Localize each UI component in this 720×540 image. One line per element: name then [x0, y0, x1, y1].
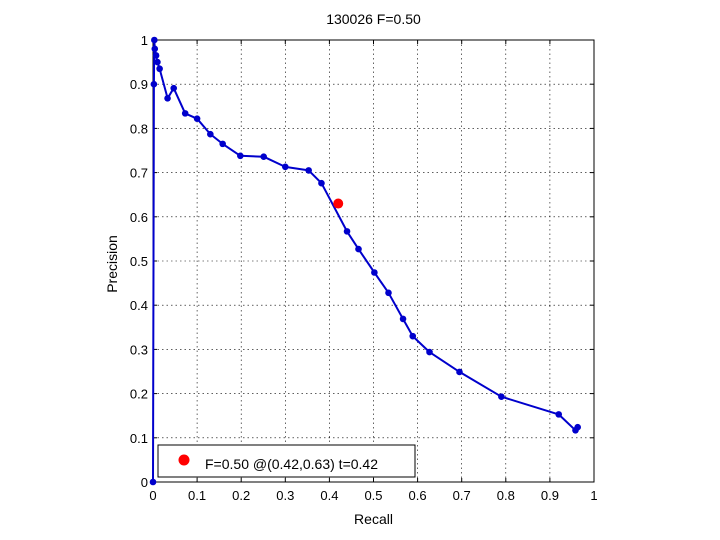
- x-tick-label: 0.8: [497, 488, 515, 503]
- legend-marker: [178, 454, 190, 466]
- data-point: [152, 52, 160, 59]
- y-tick-label: 0.6: [130, 210, 148, 225]
- highlight-layer: [333, 198, 344, 209]
- series-layer: [149, 36, 581, 486]
- x-tick-label: 0.3: [276, 488, 294, 503]
- data-point: [260, 153, 267, 160]
- legend-box: [157, 444, 416, 478]
- y-tick-label: 0.4: [130, 298, 148, 313]
- data-point: [555, 411, 563, 418]
- y-tick-label: 0.1: [130, 431, 148, 446]
- data-point: [385, 289, 392, 297]
- legend: F=0.50 @(0.42,0.63) t=0.42: [157, 444, 416, 478]
- chart-title: 130026 F=0.50: [326, 11, 421, 27]
- y-tick-label: 0.7: [130, 166, 148, 181]
- data-point: [498, 393, 505, 400]
- data-point: [456, 368, 463, 376]
- data-point: [343, 228, 351, 235]
- y-tick-label: 0.9: [130, 77, 148, 92]
- data-point: [409, 332, 417, 340]
- y-tick-label: 0.3: [130, 342, 148, 357]
- y-tick-label: 1: [141, 33, 148, 48]
- x-tick-label: 0.4: [320, 488, 338, 503]
- x-tick-labels: 0 0.1 0.2 0.3 0.4 0.5 0.6 0.7 0.8 0.9 1: [149, 488, 597, 503]
- data-point: [572, 426, 579, 434]
- data-point: [219, 140, 226, 148]
- data-point: [371, 269, 378, 276]
- data-point: [399, 315, 407, 323]
- best-f-point: [333, 198, 344, 209]
- data-point: [154, 58, 161, 66]
- data-point: [151, 45, 159, 53]
- y-tick-labels: 0 0.1 0.2 0.3 0.4 0.5 0.6 0.7 0.8 0.9 1: [130, 33, 148, 490]
- data-point: [207, 130, 214, 138]
- legend-label: F=0.50 @(0.42,0.63) t=0.42: [205, 456, 378, 472]
- data-point: [282, 163, 289, 171]
- data-point: [156, 65, 163, 73]
- x-tick-label: 0.7: [453, 488, 471, 503]
- x-tick-label: 0.5: [364, 488, 382, 503]
- x-tick-label: 0.2: [232, 488, 250, 503]
- data-point: [426, 348, 433, 356]
- data-point: [237, 152, 244, 160]
- data-point: [170, 84, 178, 92]
- x-tick-label: 0.1: [188, 488, 206, 503]
- grid-lines: [153, 40, 594, 482]
- data-point: [150, 80, 158, 88]
- y-tick-label: 0: [141, 475, 148, 490]
- x-tick-label: 0.9: [541, 488, 559, 503]
- x-tick-label: 0: [149, 488, 156, 503]
- y-tick-label: 0.5: [130, 254, 148, 269]
- y-tick-label: 0.8: [130, 121, 148, 136]
- data-point: [318, 179, 325, 187]
- data-point: [305, 167, 312, 174]
- data-point: [193, 115, 201, 122]
- data-point: [149, 478, 157, 486]
- x-axis-label: Recall: [354, 511, 393, 527]
- y-axis-label: Precision: [104, 235, 120, 293]
- x-tick-label: 1: [590, 488, 597, 503]
- data-point: [151, 36, 158, 44]
- data-point: [181, 110, 189, 117]
- y-tick-label: 0.2: [130, 387, 148, 402]
- data-point: [355, 245, 362, 253]
- data-point: [164, 95, 171, 102]
- x-tick-label: 0.6: [409, 488, 427, 503]
